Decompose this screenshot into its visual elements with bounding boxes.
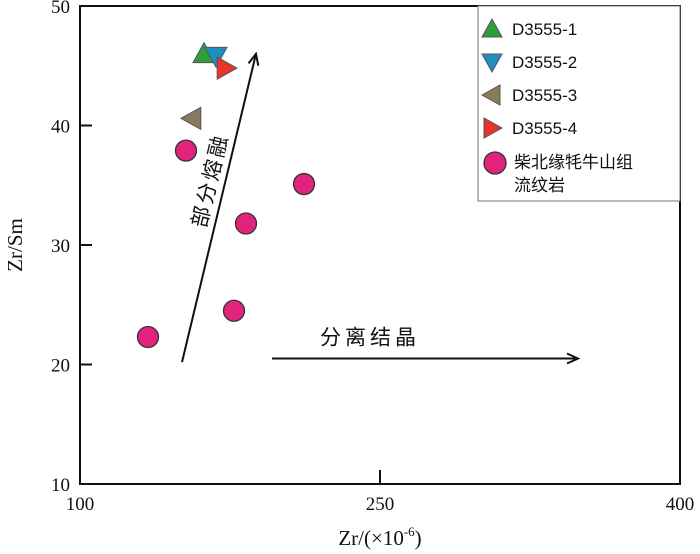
y-tick-label: 10	[51, 475, 70, 496]
data-points	[136, 41, 316, 349]
data-point-circle	[292, 172, 316, 196]
y-tick-label: 50	[51, 0, 70, 18]
legend-box	[477, 5, 681, 202]
y-axis-title: Zr/Sm	[3, 218, 27, 272]
data-point-triangle	[216, 56, 239, 80]
annotation-label: 分离结晶	[320, 326, 420, 350]
legend-marker	[481, 17, 503, 38]
y-tick-label: 20	[51, 356, 70, 377]
data-point-triangle	[204, 46, 228, 69]
x-axis-title: Zr/(×10-6)	[338, 524, 421, 550]
legend-label: 柴北缘牦牛山组	[514, 153, 633, 172]
axis-ticks	[80, 124, 381, 484]
data-point-circle	[234, 212, 258, 235]
legend-label: D3555-2	[512, 53, 577, 72]
data-point-triangle	[179, 106, 202, 131]
y-tick-label: 30	[51, 236, 70, 257]
legend-label: 流纹岩	[514, 176, 565, 195]
annotation-arrow	[181, 54, 256, 363]
legend-label: D3555-4	[512, 119, 577, 138]
data-point-circle	[222, 299, 246, 322]
legend-marker	[481, 53, 503, 74]
y-tick-label: 40	[51, 117, 70, 138]
tick-labels: 100 250 400 10 20 30 40 50	[51, 0, 694, 515]
legend-marker	[483, 151, 507, 175]
x-tick-label: 400	[666, 494, 695, 515]
x-tick-label: 250	[366, 494, 395, 515]
legend-label: D3555-1	[512, 20, 577, 39]
data-point-circle	[136, 325, 160, 349]
x-tick-label: 100	[66, 494, 95, 515]
legend-label: D3555-3	[512, 86, 577, 105]
legend-marker	[480, 84, 501, 106]
legend-marker	[483, 117, 504, 139]
data-point-circle	[174, 139, 198, 162]
